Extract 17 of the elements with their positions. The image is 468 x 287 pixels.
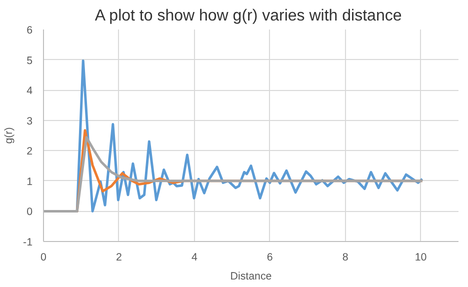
x-tick-label: 8 (342, 252, 348, 264)
y-tick-label: 1 (26, 176, 33, 188)
x-tick-label: 6 (266, 252, 273, 264)
x-tick-label: 4 (191, 252, 198, 264)
chart-title: A plot to show how g(r) varies with distance (94, 8, 402, 24)
y-axis-title: g(r) (3, 127, 16, 144)
x-tick-label: 10 (414, 252, 427, 264)
y-tick-label: 4 (26, 85, 33, 98)
y-tick-label: 5 (26, 54, 33, 67)
x-tick-label: 2 (116, 252, 122, 264)
x-axis-title: Distance (230, 270, 272, 282)
x-tick-label: 0 (40, 252, 47, 264)
y-tick-label: -1 (23, 236, 33, 248)
y-tick-label: 2 (26, 146, 33, 158)
y-tick-label: 0 (26, 206, 33, 218)
y-tick-label: 6 (26, 24, 33, 36)
y-tick-label: 3 (26, 115, 33, 128)
